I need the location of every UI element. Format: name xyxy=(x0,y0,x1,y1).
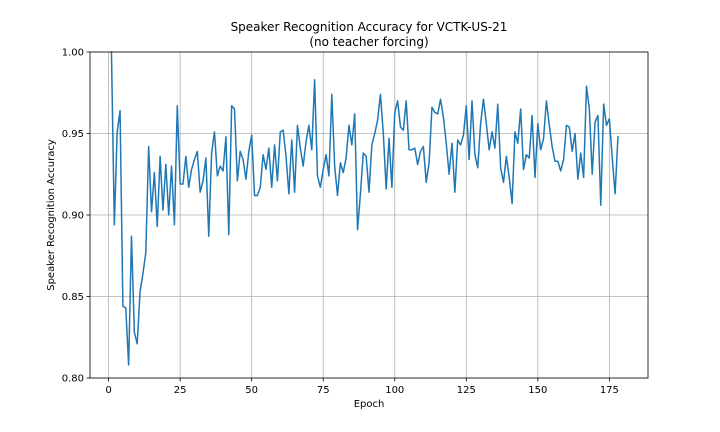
x-axis-label: Epoch xyxy=(354,399,385,410)
y-tick-label: 0.95 xyxy=(62,129,84,140)
y-tick-label: 0.85 xyxy=(62,292,84,303)
chart-subtitle: (no teacher forcing) xyxy=(309,35,428,49)
x-tick-label: 100 xyxy=(385,385,404,396)
data-line-group xyxy=(110,51,619,366)
y-tick-label: 1.00 xyxy=(62,48,84,59)
x-tick-label: 125 xyxy=(457,385,476,396)
x-tick-label: 75 xyxy=(317,385,330,396)
chart-title: Speaker Recognition Accuracy for VCTK-US… xyxy=(231,20,508,34)
x-tick-label: 25 xyxy=(174,385,187,396)
x-tick-label: 150 xyxy=(528,385,547,396)
y-tick-label: 0.80 xyxy=(62,374,84,385)
y-tick-label: 0.90 xyxy=(62,211,84,222)
accuracy-series-line xyxy=(110,51,619,366)
y-axis-label: Speaker Recognition Accuracy xyxy=(46,139,57,291)
x-tick-label: 0 xyxy=(105,385,111,396)
x-tick-label: 175 xyxy=(600,385,619,396)
x-tick-label: 50 xyxy=(245,385,258,396)
axis-ticks: 0 25 50 75 100 125 150 175 0.80 0.85 0.90 0.95 1.00 xyxy=(62,48,619,397)
